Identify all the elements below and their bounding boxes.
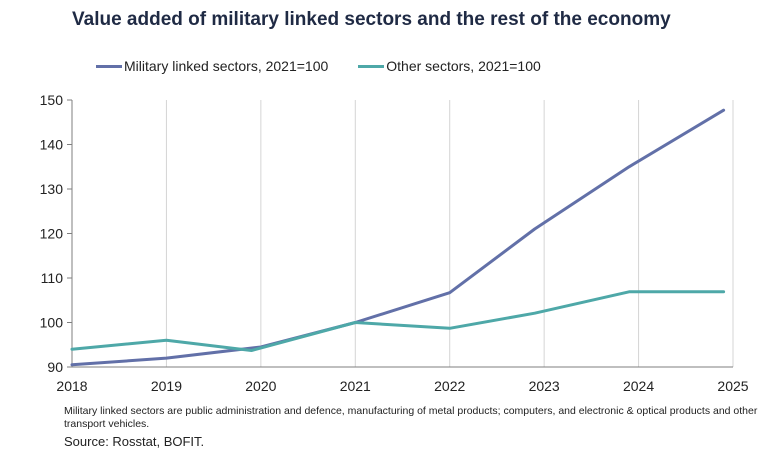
legend-label-other: Other sectors, 2021=100 <box>386 58 541 74</box>
y-tick-label-100: 100 <box>40 315 64 331</box>
x-tick-label-2018: 2018 <box>56 378 87 394</box>
line-chart: 90 100 110 120 130 140 150 2018 2019 2020 2021 2022… <box>40 92 749 394</box>
y-tick-label-150: 150 <box>40 92 64 108</box>
tick-label-layer: 90 100 110 120 130 140 150 2018 2019 2020 2021 2022… <box>40 92 749 394</box>
x-tick-label-2021: 2021 <box>340 378 371 394</box>
series-line-other <box>70 290 726 352</box>
x-tick-label-2024: 2024 <box>623 378 654 394</box>
x-tick-label-2023: 2023 <box>529 378 560 394</box>
footnote: Military linked sectors are public admin… <box>64 405 758 430</box>
legend-label-military: Military linked sectors, 2021=100 <box>124 58 329 74</box>
chart-legend: Military linked sectors, 2021=100 Other … <box>96 58 571 74</box>
y-tick-label-120: 120 <box>40 226 64 242</box>
series-layer <box>70 108 726 367</box>
chart-title: Value added of military linked sectors a… <box>72 9 671 30</box>
legend-item-other: Other sectors, 2021=100 <box>358 58 541 74</box>
x-tick-label-2020: 2020 <box>245 378 276 394</box>
y-tick-label-130: 130 <box>40 181 64 197</box>
x-tick-label-2019: 2019 <box>151 378 182 394</box>
source-note: Source: Rosstat, BOFIT. <box>64 434 205 449</box>
y-tick-label-90: 90 <box>47 359 63 375</box>
legend-swatch-military <box>96 64 122 68</box>
x-tick-label-2025: 2025 <box>717 378 748 394</box>
legend-item-military: Military linked sectors, 2021=100 <box>96 58 328 74</box>
legend-swatch-other <box>358 64 385 68</box>
x-tick-label-2022: 2022 <box>434 378 465 394</box>
y-tick-label-110: 110 <box>41 270 64 286</box>
series-line-military <box>70 108 726 367</box>
axis-layer <box>67 99 733 368</box>
y-tick-label-140: 140 <box>40 137 64 153</box>
